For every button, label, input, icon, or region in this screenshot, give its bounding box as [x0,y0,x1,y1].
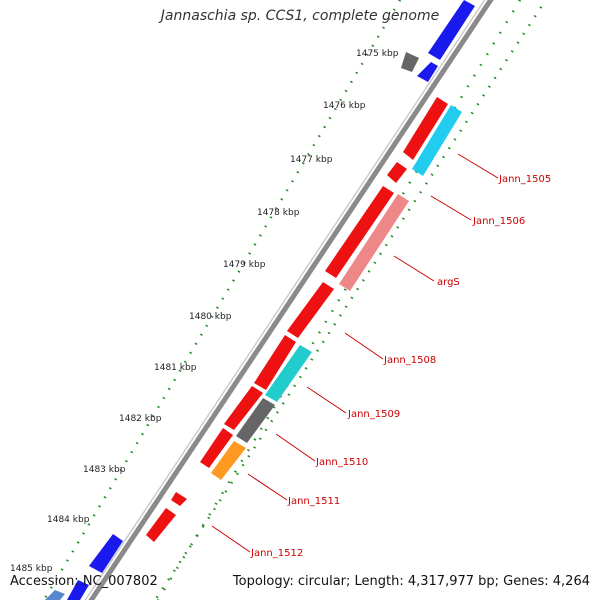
gene-orange[interactable] [211,441,246,480]
gene-red-mid[interactable] [254,335,296,390]
gene-label-leaders [211,153,499,553]
gene-red-long[interactable] [325,186,394,278]
genome-backbone [87,0,494,604]
left-dotted-line [42,0,402,601]
scale-label-1484: 1484 kbp [47,515,90,525]
scale-label-1475: 1475 kbp [356,49,399,59]
topology-text: Topology: circular; Length: 4,317,977 bp… [232,574,590,589]
gene-blue-bottom[interactable] [89,534,123,573]
gene-label-jann-1505[interactable]: Jann_1505 [498,174,551,185]
gene-label-jann-1509[interactable]: Jann_1509 [347,409,400,420]
scale-label-1483: 1483 kbp [83,465,126,475]
gene-gray-top[interactable] [401,52,419,72]
gene-label-args[interactable]: argS [437,277,460,288]
gene-blue-small[interactable] [417,62,438,82]
gene-label-jann-1506[interactable]: Jann_1506 [472,216,525,227]
genome-backbone-shadow [83,0,486,603]
gene-jann-1510[interactable] [236,398,275,443]
gene-label-jann-1508[interactable]: Jann_1508 [383,355,436,366]
gene-jann-1508[interactable] [287,282,334,338]
scale-dotted-line [152,0,548,603]
gene-blue-top[interactable] [428,0,475,60]
scale-label-1479: 1479 kbp [223,260,266,270]
gene-jann-1512[interactable] [146,508,176,542]
gene-args[interactable] [339,194,409,291]
scale-label-1478: 1478 kbp [257,208,300,218]
scale-label-1485: 1485 kbp [10,564,53,574]
genome-title: Jannaschia sp. CCS1, complete genome [160,8,440,24]
gene-red-lower[interactable] [224,386,263,430]
gene-label-jann-1511[interactable]: Jann_1511 [287,496,340,507]
accession-text: Accession: NC_007802 [10,574,158,589]
gene-red-small[interactable] [387,162,407,183]
gene-red-bottom[interactable] [200,428,233,468]
scale-label-1476: 1476 kbp [323,101,366,111]
inner-dotted-line [156,0,522,601]
scale-label-1482: 1482 kbp [119,414,162,424]
gene-blue-edge[interactable] [67,580,89,600]
gene-label-jann-1512[interactable]: Jann_1512 [250,548,303,559]
gene-jann-1509[interactable] [265,345,312,402]
gene-lightblue-edge[interactable] [45,590,65,600]
scale-label-1481: 1481 kbp [154,363,197,373]
scale-label-1480: 1480 kbp [189,312,232,322]
gene-jann-1511-red[interactable] [171,492,187,506]
gene-jann-1506[interactable] [412,105,462,176]
scale-label-1477: 1477 kbp [290,155,333,165]
gene-label-jann-1510[interactable]: Jann_1510 [315,457,368,468]
gene-jann-1505-red[interactable] [403,97,448,160]
